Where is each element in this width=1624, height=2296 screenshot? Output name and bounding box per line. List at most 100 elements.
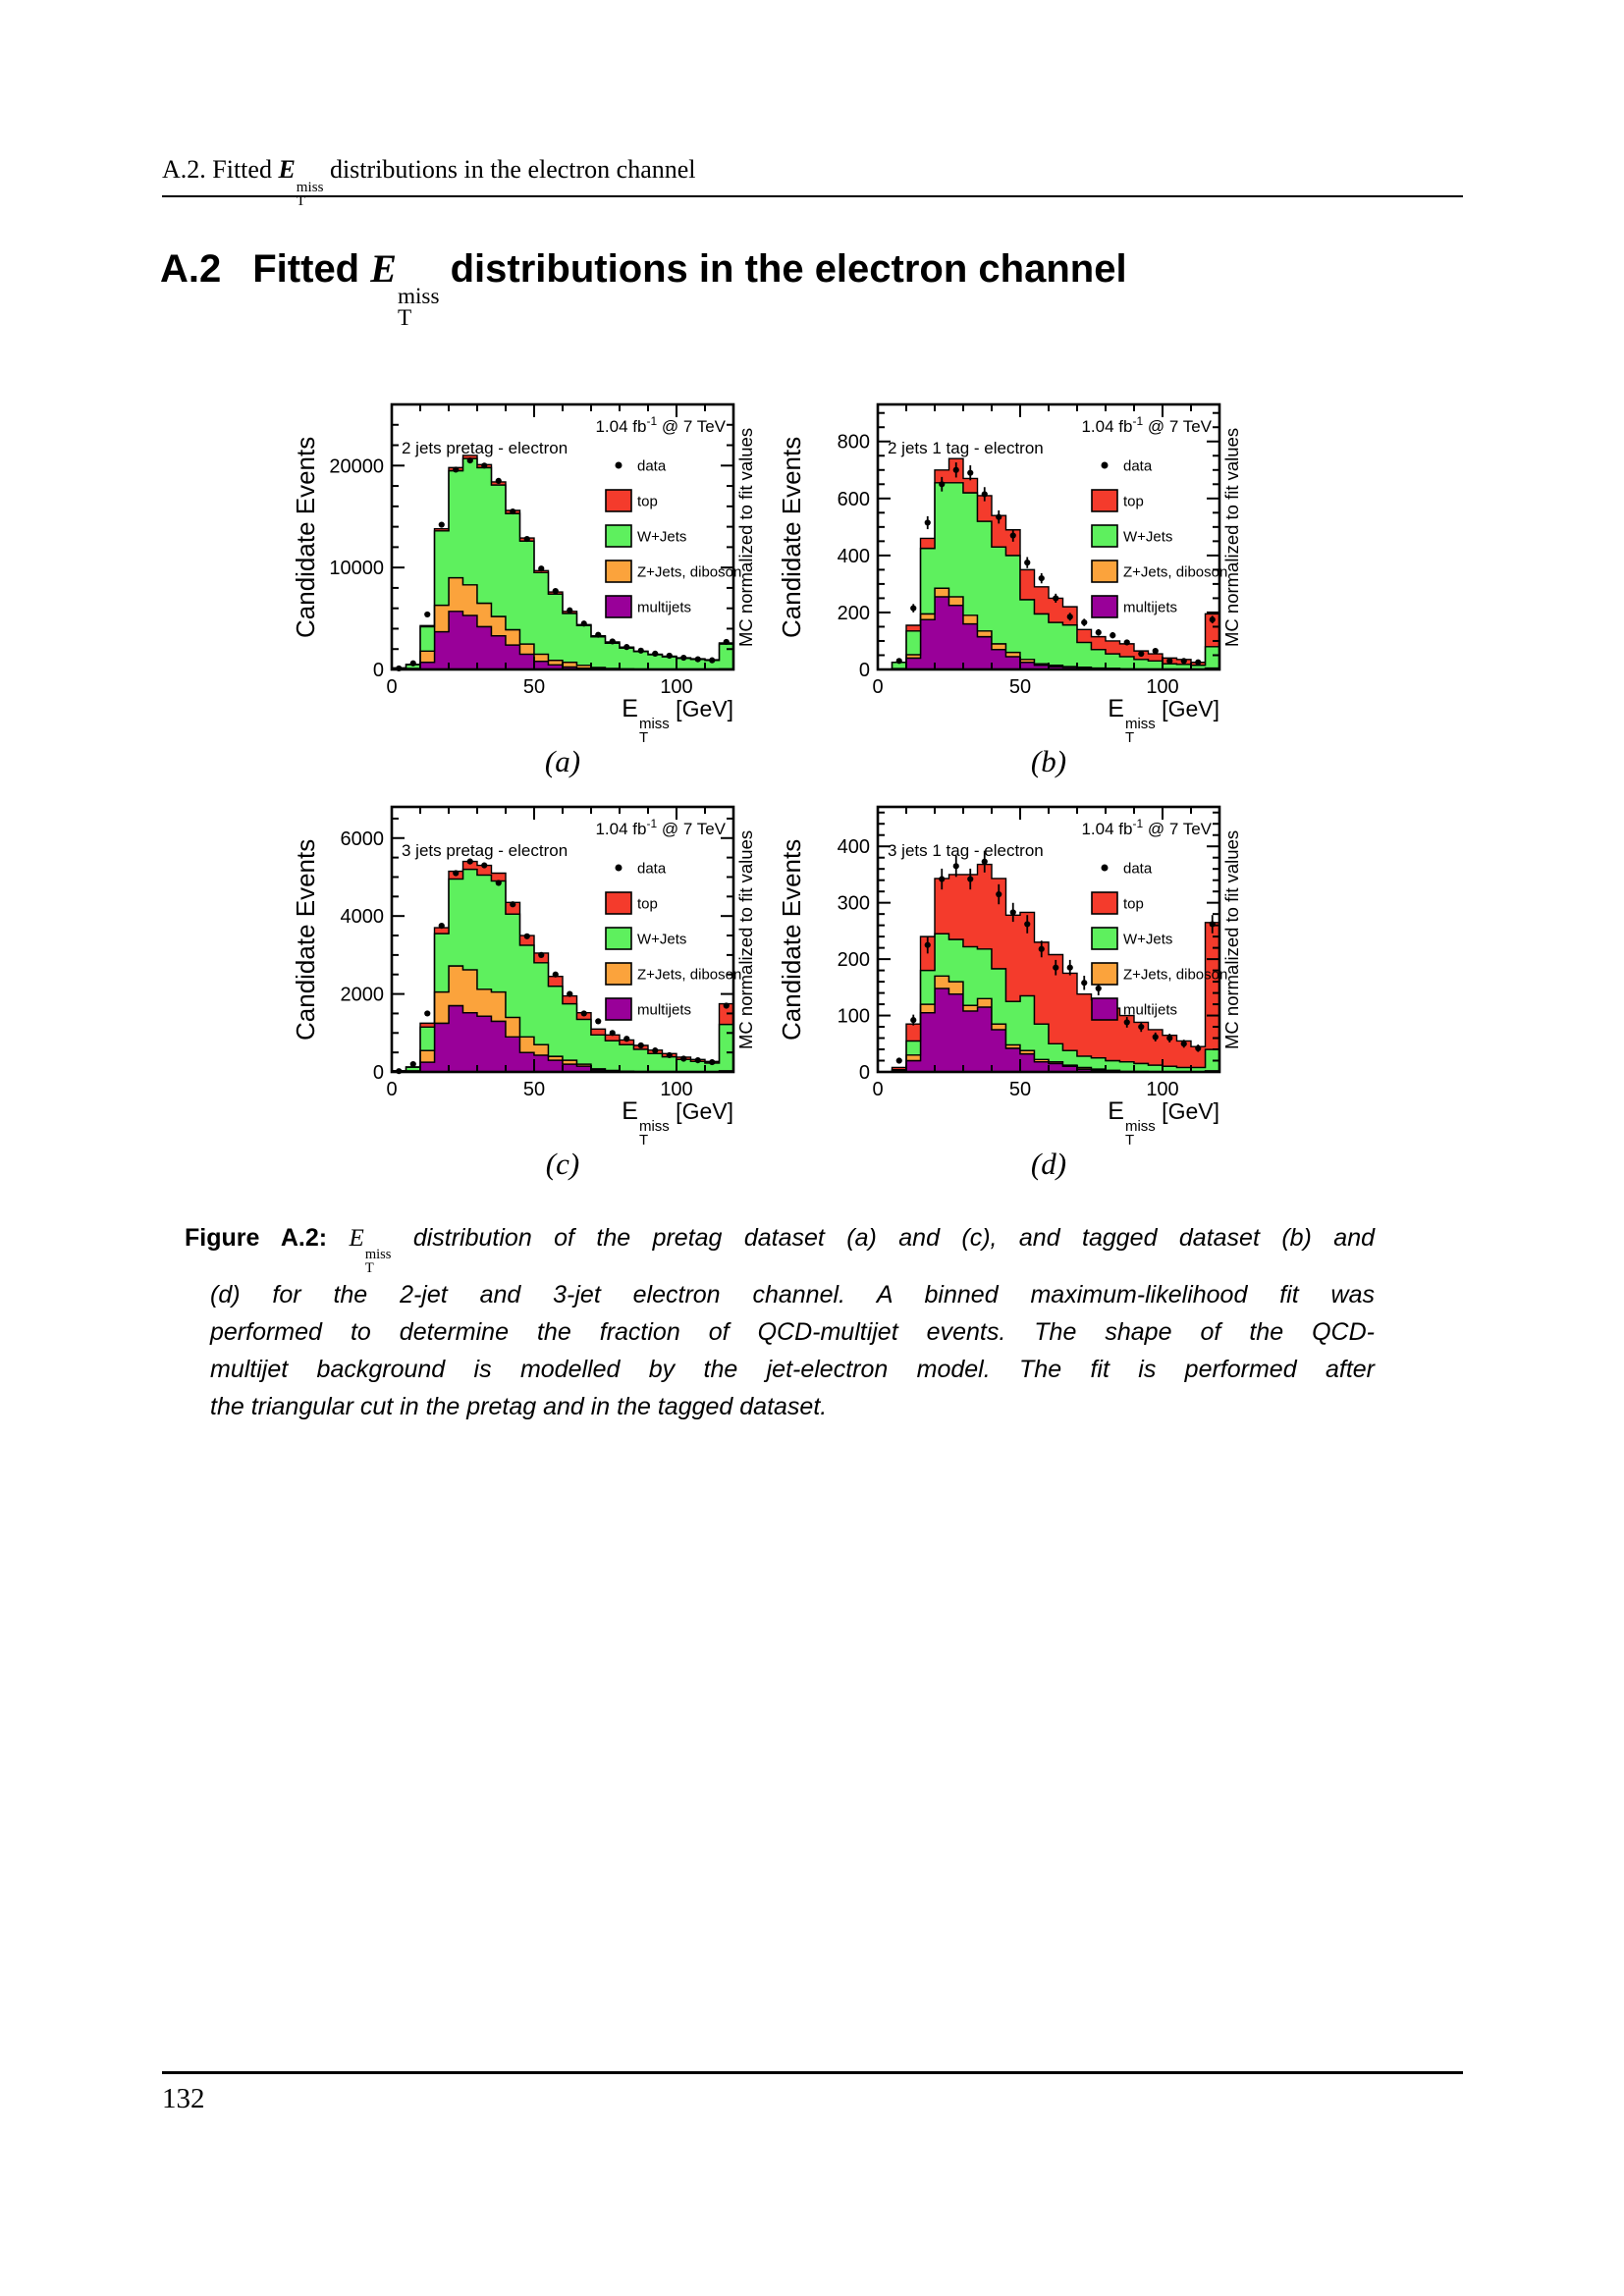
axes-ticks xyxy=(391,807,734,1073)
legend-label: W+Jets xyxy=(637,529,686,546)
footer-rule xyxy=(162,2071,1463,2074)
subfigure-label: (a) xyxy=(544,744,581,778)
caption-line: performed to determine the fraction of Q… xyxy=(210,1317,1375,1346)
subfigure-label: (c) xyxy=(545,1147,580,1181)
luminosity-label: 1.04 fb-1 @ 7 TeV xyxy=(1081,414,1212,436)
legend-label: multijets xyxy=(1123,1002,1177,1019)
svg-text:100: 100 xyxy=(838,1006,870,1028)
tick-labels: 0 100 200 300 400 0 50 100 xyxy=(838,836,1179,1100)
legend-label: W+Jets xyxy=(1123,932,1172,948)
svg-text:100: 100 xyxy=(660,1079,692,1100)
legend-swatch xyxy=(605,891,632,915)
chart-d-plot: 0 100 200 300 400 0 50 100 3 jets 1 tag - electr… xyxy=(838,805,1227,1100)
right-axis-title: MC normalized to fit values xyxy=(1221,427,1242,647)
channel-label: 3 jets 1 tag - electron xyxy=(888,841,1044,860)
section-title-prefix: Fitted xyxy=(252,247,360,291)
legend-label: top xyxy=(1123,494,1144,510)
legend-label: W+Jets xyxy=(637,932,686,948)
caption-line: the triangular cut in the pretag and in … xyxy=(210,1392,828,1420)
legend-label: top xyxy=(637,494,658,510)
svg-text:4000: 4000 xyxy=(341,906,385,928)
legend-swatch xyxy=(605,489,632,512)
channel-label: 3 jets pretag - electron xyxy=(402,841,568,860)
svg-text:400: 400 xyxy=(838,546,870,567)
legend-swatch xyxy=(605,595,632,618)
axes-ticks xyxy=(877,807,1220,1073)
tick-labels: 0 10000 20000 0 50 100 xyxy=(329,455,692,698)
legend-marker-data xyxy=(1101,864,1109,872)
svg-text:0: 0 xyxy=(386,1079,397,1100)
svg-text:20000: 20000 xyxy=(329,455,384,477)
data-points xyxy=(396,858,730,1075)
luminosity-label: 1.04 fb-1 @ 7 TeV xyxy=(1081,817,1212,838)
svg-text:0: 0 xyxy=(859,660,870,681)
legend-swatch xyxy=(1091,560,1118,583)
svg-text:0: 0 xyxy=(872,676,883,698)
legend-marker-data xyxy=(615,864,623,872)
legend: data top W+Jets Z+Jets, diboson multijets xyxy=(605,861,741,1021)
section-title-suffix: distributions in the electron channel xyxy=(450,247,1127,291)
svg-text:800: 800 xyxy=(838,432,870,454)
svg-text:50: 50 xyxy=(523,676,545,698)
chart-b: Candidate Events 0 200 400 600 800 0 50 100 2 je… xyxy=(776,400,1247,785)
chart-c-plot: 0 2000 4000 6000 0 50 100 3 jets pretag - elect… xyxy=(341,805,741,1100)
axes-ticks xyxy=(391,403,734,670)
legend-swatch xyxy=(605,560,632,583)
svg-text:100: 100 xyxy=(1146,1079,1178,1100)
chart-a: Candidate Events 0 10000 20000 0 50 100 2 jets… xyxy=(290,400,761,785)
svg-text:100: 100 xyxy=(660,676,692,698)
caption-label: Figure A.2: xyxy=(185,1224,328,1252)
section-number: A.2 xyxy=(160,247,222,291)
legend-label: data xyxy=(637,458,667,475)
svg-text:0: 0 xyxy=(373,1062,384,1084)
svg-text:2000: 2000 xyxy=(341,985,385,1006)
page-number: 132 xyxy=(162,2083,205,2114)
legend-label: Z+Jets, diboson xyxy=(1123,967,1227,984)
svg-text:300: 300 xyxy=(838,893,870,915)
legend-marker-data xyxy=(1101,461,1109,469)
legend-label: Z+Jets, diboson xyxy=(637,564,741,581)
svg-text:10000: 10000 xyxy=(329,558,384,579)
legend-label: data xyxy=(1123,458,1153,475)
legend-label: Z+Jets, diboson xyxy=(1123,564,1227,581)
legend-label: W+Jets xyxy=(1123,529,1172,546)
legend-swatch xyxy=(605,962,632,986)
chart-b-plot: 0 200 400 600 800 0 50 100 2 jets 1 tag - electr… xyxy=(838,402,1227,698)
svg-text:50: 50 xyxy=(1009,676,1031,698)
data-points xyxy=(895,462,1216,666)
legend-label: multijets xyxy=(637,600,691,616)
svg-text:600: 600 xyxy=(838,489,870,510)
legend-swatch xyxy=(1091,891,1118,915)
legend-label: top xyxy=(637,896,658,913)
svg-text:0: 0 xyxy=(872,1079,883,1100)
svg-text:200: 200 xyxy=(838,949,870,971)
legend-swatch xyxy=(1091,524,1118,548)
channel-label: 2 jets pretag - electron xyxy=(402,439,568,457)
luminosity-label: 1.04 fb-1 @ 7 TeV xyxy=(595,817,726,838)
caption-line: multijet background is modelled by the j… xyxy=(210,1355,1375,1383)
legend-swatch xyxy=(1091,489,1118,512)
svg-text:50: 50 xyxy=(1009,1079,1031,1100)
svg-text:0: 0 xyxy=(373,660,384,681)
chart-c: Candidate Events 0 2000 4000 6000 0 50 100 3 je… xyxy=(290,803,761,1188)
chart-d: Candidate Events 0 100 200 300 400 0 50 100 3 je… xyxy=(776,803,1247,1188)
legend-label: multijets xyxy=(1123,600,1177,616)
legend-label: top xyxy=(1123,896,1144,913)
tick-labels: 0 200 400 600 800 0 50 100 xyxy=(838,432,1179,698)
svg-text:100: 100 xyxy=(1146,676,1178,698)
svg-text:50: 50 xyxy=(523,1079,545,1100)
legend-swatch xyxy=(605,997,632,1021)
legend-swatch xyxy=(605,927,632,950)
running-header-prefix: A.2. Fitted xyxy=(162,155,272,184)
svg-text:0: 0 xyxy=(859,1062,870,1084)
